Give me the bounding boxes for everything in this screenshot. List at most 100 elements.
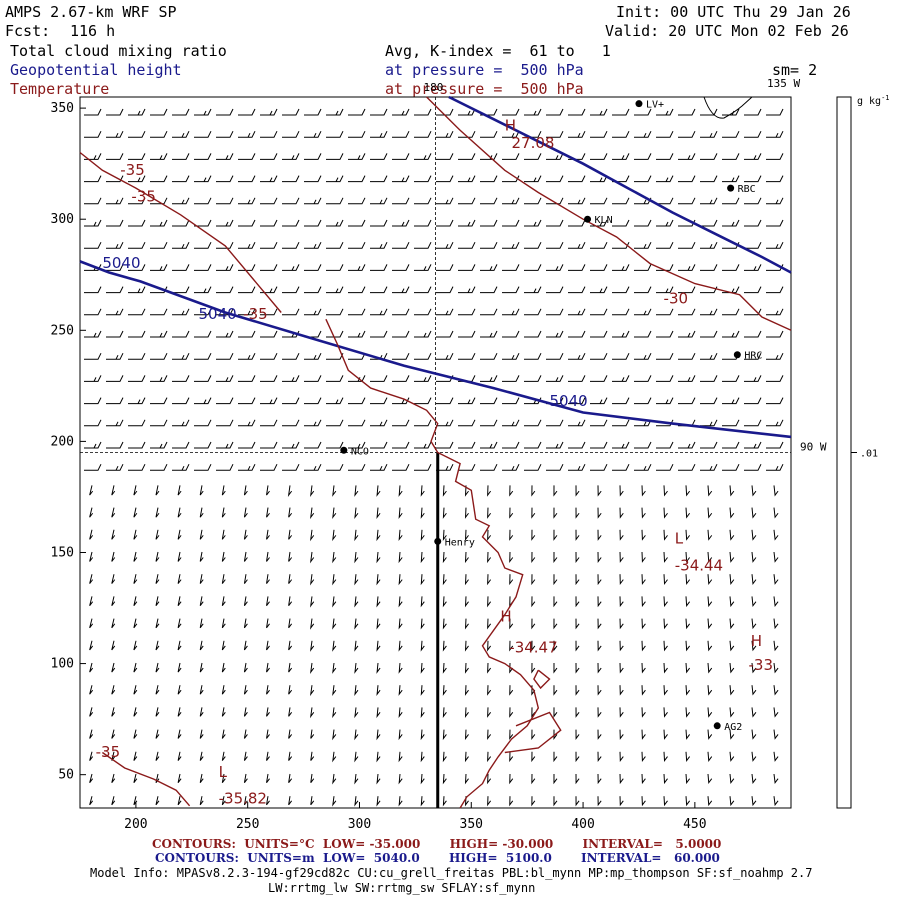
wind-barb: [487, 507, 492, 519]
wind-barb: [700, 419, 718, 427]
wind-barb: [590, 153, 608, 160]
wind-barb: [348, 130, 366, 138]
wind-barb: [707, 485, 713, 497]
wind-barb: [89, 574, 94, 584]
wind-barb: [531, 551, 536, 564]
wind-barb: [106, 375, 124, 382]
wind-barb: [420, 662, 425, 674]
wind-barb: [414, 463, 432, 471]
wind-barb: [487, 751, 492, 763]
wind-barb: [221, 574, 226, 584]
wind-barb: [751, 796, 757, 807]
wind-barb: [304, 108, 322, 116]
wind-barb: [354, 796, 359, 807]
wind-barb: [266, 685, 270, 695]
wind-barb: [155, 618, 160, 629]
wind-barb: [773, 507, 779, 519]
wind-barb: [84, 441, 102, 449]
wind-barb: [597, 529, 602, 541]
wind-barb: [751, 596, 757, 608]
wind-barb: [288, 574, 293, 584]
wind-barb: [487, 796, 492, 807]
wind-barb: [464, 640, 469, 652]
wind-barb: [243, 574, 248, 584]
wind-barb: [128, 330, 146, 338]
wind-barb: [155, 662, 160, 673]
wind-barb: [398, 685, 403, 696]
wind-barb: [546, 175, 564, 183]
wind-barb: [464, 707, 469, 718]
wind-barb: [304, 130, 322, 138]
wind-barb: [243, 796, 248, 806]
wind-barb: [376, 751, 381, 763]
wind-barb: [111, 551, 116, 562]
wind-barb: [326, 286, 344, 294]
wind-barb: [348, 197, 366, 205]
wind-barb: [722, 419, 740, 427]
wind-barb: [194, 241, 212, 249]
wind-barb: [221, 618, 226, 629]
wind-barb: [414, 375, 432, 382]
wind-barb: [612, 241, 630, 249]
wind-barb: [744, 352, 762, 360]
wind-barb: [376, 773, 381, 785]
wind-barb: [392, 330, 410, 338]
wind-barb: [287, 485, 293, 497]
wind-barb: [348, 397, 366, 405]
station-label-HRC: HRC: [744, 351, 762, 362]
wind-barb: [332, 485, 337, 497]
wind-barb: [172, 153, 190, 160]
wind-barb: [398, 707, 403, 719]
wind-barb: [172, 197, 190, 205]
wind-barb: [729, 729, 735, 740]
wind-barb: [133, 729, 138, 739]
wind-barb: [744, 330, 762, 338]
wind-barb: [354, 707, 359, 719]
wind-barb: [392, 175, 410, 183]
wind-barb: [531, 773, 536, 785]
wind-barb: [177, 685, 182, 695]
model-title: AMPS 2.67-km WRF SP: [5, 3, 177, 21]
wind-barb: [619, 729, 624, 740]
wind-barb: [487, 685, 492, 696]
wind-barb: [155, 729, 160, 739]
wind-barb: [707, 707, 713, 718]
wind-barb: [619, 685, 624, 696]
wind-barb: [84, 330, 102, 338]
wind-barb: [509, 640, 514, 652]
wind-barb: [553, 618, 558, 630]
wind-barb: [707, 773, 713, 785]
wind-barb: [597, 751, 602, 763]
wind-barb: [282, 419, 300, 427]
wind-barb: [773, 773, 779, 785]
wind-barb: [133, 796, 138, 806]
wind-barb: [597, 574, 602, 586]
wind-barb: [546, 153, 564, 160]
wind-barb: [546, 286, 564, 294]
wind-barb: [216, 153, 234, 160]
wind-barb: [597, 662, 602, 674]
wind-barb: [133, 707, 138, 717]
wind-barb: [260, 330, 278, 338]
wind-barb: [575, 574, 580, 586]
wind-barb: [172, 308, 190, 316]
wind-barb: [398, 796, 403, 807]
wind-barb: [260, 130, 278, 138]
wind-barb: [194, 419, 212, 427]
wind-barb: [392, 130, 410, 138]
wind-barb: [89, 507, 94, 518]
wind-barb: [575, 796, 580, 807]
wind-barb: [509, 618, 514, 630]
wind-barb: [612, 197, 630, 205]
wind-barb: [199, 729, 204, 739]
wind-barb: [663, 707, 668, 718]
wind-barb: [414, 241, 432, 249]
wind-barb: [480, 130, 498, 138]
field-height-level: at pressure = 500 hPa: [385, 61, 584, 79]
wind-barb: [546, 441, 564, 449]
wind-barb: [700, 352, 718, 360]
wind-barb: [553, 751, 558, 763]
wind-barb: [575, 729, 580, 740]
field-cloud-name: Total cloud mixing ratio: [10, 42, 227, 60]
wind-barb: [326, 241, 344, 249]
